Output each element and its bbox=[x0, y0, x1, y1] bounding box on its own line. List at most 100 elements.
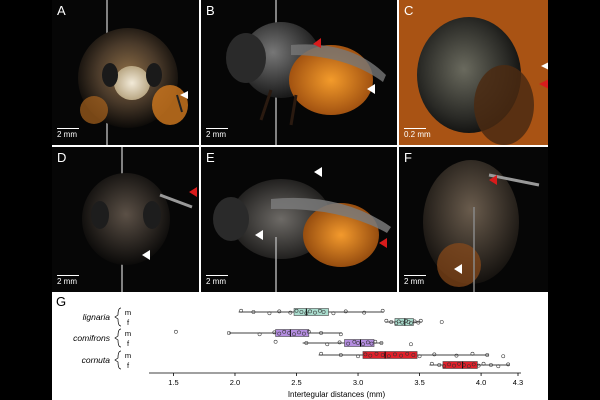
data-point bbox=[325, 342, 330, 347]
species-label: cornuta bbox=[82, 355, 111, 365]
data-point bbox=[313, 310, 317, 315]
sex-label: m bbox=[125, 329, 131, 338]
data-point bbox=[331, 311, 336, 316]
sex-label: m bbox=[125, 351, 131, 360]
data-point bbox=[306, 329, 311, 334]
data-point bbox=[257, 332, 262, 337]
data-point bbox=[429, 361, 434, 366]
data-point bbox=[470, 351, 475, 356]
species-brace bbox=[114, 328, 122, 348]
data-point bbox=[368, 353, 373, 358]
data-point bbox=[297, 330, 301, 335]
data-point bbox=[288, 310, 293, 315]
data-point bbox=[496, 364, 501, 369]
data-point bbox=[287, 331, 292, 335]
data-point bbox=[437, 363, 442, 367]
white-arrowhead bbox=[541, 62, 548, 70]
scale-label: 2 mm bbox=[404, 277, 424, 286]
red-arrowhead bbox=[313, 38, 321, 48]
data-point bbox=[362, 310, 367, 315]
scale-label: 0.2 mm bbox=[404, 130, 431, 139]
data-point bbox=[386, 354, 391, 359]
panel-letter: A bbox=[57, 3, 66, 18]
data-point bbox=[439, 320, 444, 324]
bee-front-view-illustration bbox=[52, 147, 199, 292]
data-point bbox=[384, 318, 389, 323]
sex-label: f bbox=[127, 339, 130, 348]
x-tick-label: 1.5 bbox=[168, 378, 178, 387]
white-arrowhead bbox=[454, 264, 462, 274]
x-tick-label: 3.0 bbox=[353, 378, 363, 387]
data-point bbox=[485, 353, 490, 357]
data-point bbox=[454, 353, 459, 358]
data-point bbox=[373, 339, 378, 344]
data-point bbox=[432, 352, 437, 357]
x-tick-label: 3.5 bbox=[414, 378, 424, 387]
panel-b-photo: B 2 mm bbox=[201, 0, 397, 145]
data-point bbox=[273, 339, 278, 344]
data-point bbox=[338, 353, 343, 357]
data-point bbox=[393, 352, 397, 357]
data-point bbox=[501, 354, 506, 359]
x-tick-label: 4.3 bbox=[513, 378, 523, 387]
red-arrowhead bbox=[379, 238, 387, 248]
data-point bbox=[416, 320, 421, 325]
data-point bbox=[457, 361, 461, 366]
data-point bbox=[466, 364, 471, 369]
scale-label: 2 mm bbox=[206, 130, 226, 139]
panel-letter-g: G bbox=[56, 294, 67, 309]
white-arrowhead bbox=[367, 84, 375, 94]
data-point bbox=[308, 309, 312, 314]
data-point bbox=[277, 309, 282, 314]
species-label: lignaria bbox=[83, 312, 111, 322]
sex-label: f bbox=[127, 361, 130, 370]
figure: A 2 mm B 2 mm bbox=[52, 0, 548, 400]
data-point bbox=[346, 341, 351, 346]
white-arrowhead bbox=[255, 230, 263, 240]
box-plot-chart: 1.5 2.0 2.5 3.0 3.5 4.0 4.3 Intertegular distan… bbox=[73, 307, 523, 399]
panel-d-photo: D 2 mm bbox=[52, 147, 199, 292]
white-arrowhead bbox=[180, 91, 188, 99]
scale-bar: 2 mm bbox=[57, 274, 79, 286]
data-point bbox=[304, 341, 309, 345]
species-label: comifrons bbox=[73, 333, 111, 343]
data-point bbox=[292, 332, 296, 337]
data-point bbox=[251, 310, 256, 314]
data-point bbox=[321, 310, 326, 314]
panel-letter: D bbox=[57, 150, 67, 165]
data-point bbox=[442, 364, 447, 369]
data-point bbox=[356, 341, 360, 345]
panel-letter: E bbox=[206, 150, 215, 165]
data-point bbox=[409, 321, 413, 326]
data-point bbox=[452, 363, 456, 368]
data-point bbox=[399, 353, 403, 358]
data-point bbox=[319, 351, 323, 356]
sex-label: f bbox=[127, 318, 130, 327]
data-point bbox=[239, 308, 244, 313]
x-tick-label: 2.0 bbox=[230, 378, 240, 387]
red-arrowhead bbox=[539, 79, 548, 89]
data-point bbox=[461, 363, 466, 367]
panel-a-photo: A 2 mm bbox=[52, 0, 199, 145]
sex-label: m bbox=[125, 308, 131, 317]
scale-bar: 2 mm bbox=[206, 127, 228, 139]
box-lignaria-f bbox=[394, 318, 414, 326]
white-arrowhead bbox=[142, 250, 150, 260]
panel-e-photo: E 2 mm bbox=[201, 147, 397, 292]
data-point bbox=[267, 311, 272, 316]
data-point bbox=[447, 362, 451, 367]
data-point bbox=[337, 340, 342, 345]
data-point bbox=[277, 331, 282, 336]
data-point bbox=[319, 331, 323, 335]
bee-front-view-illustration bbox=[52, 0, 199, 145]
data-point bbox=[400, 320, 405, 325]
scale-label: 2 mm bbox=[57, 277, 77, 286]
panel-letter: B bbox=[206, 3, 215, 18]
data-point bbox=[409, 342, 413, 347]
x-tick-label: 4.0 bbox=[476, 378, 486, 387]
data-point bbox=[396, 319, 401, 324]
data-point bbox=[481, 361, 486, 366]
scale-label: 2 mm bbox=[206, 277, 226, 286]
data-point bbox=[411, 353, 416, 357]
species-brace bbox=[114, 350, 122, 370]
